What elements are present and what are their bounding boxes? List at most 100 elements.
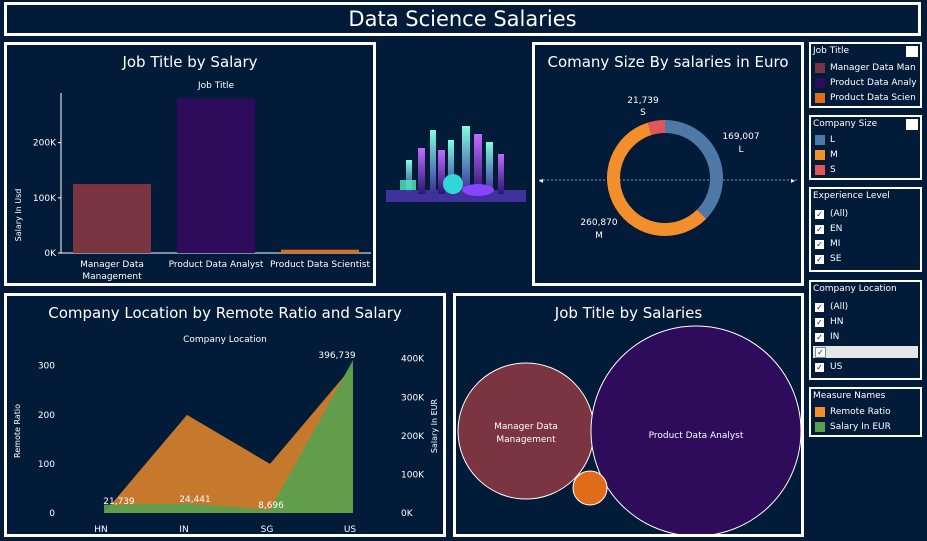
bar-chart: Job Title Salary In Usd 200K 100K 0K Manag… <box>14 81 371 282</box>
legend-swatch <box>815 135 825 145</box>
filter-option[interactable]: ✓ EN <box>815 223 842 235</box>
legend-item[interactable]: Product Data Scien <box>815 92 916 104</box>
legend-menu-button[interactable] <box>906 119 918 130</box>
right-tick-label: 0K <box>401 509 414 519</box>
filter-option[interactable]: ✓ US <box>815 361 842 373</box>
reference-line-right-cap: ▸ <box>791 176 795 185</box>
reference-line-left-cap: ◂ <box>539 176 543 185</box>
checkbox-icon[interactable]: ✓ <box>815 239 824 249</box>
legend-swatch <box>815 78 825 88</box>
x-tick-label: IN <box>179 525 188 534</box>
left-tick-label: 0 <box>49 509 55 519</box>
bar-0 <box>73 184 151 253</box>
slice-L <box>665 120 723 219</box>
legend-item[interactable]: Remote Ratio <box>815 406 891 418</box>
legend-label: Product Data Scien <box>830 93 916 103</box>
right-tick-label: 100K <box>401 470 425 480</box>
y-tick-label: 200K <box>33 139 57 149</box>
checkbox-icon[interactable]: ✓ <box>815 254 824 264</box>
legend-item[interactable]: Manager Data Man <box>815 62 916 74</box>
area-salary <box>104 359 353 513</box>
filter-option[interactable]: ✓ IN <box>815 331 839 343</box>
right-tick-label: 300K <box>401 393 425 403</box>
left-tick-label: 100 <box>38 460 55 470</box>
data-label: 396,739 <box>318 351 355 361</box>
left-y-axis-label: Remote Ratio <box>13 404 22 458</box>
filter-option[interactable]: ✓ HN <box>815 316 844 328</box>
company-size-panel: Comany Size By salaries in Euro ◂ ▸ 21,7… <box>532 42 804 286</box>
dashboard-title: Data Science Salaries <box>348 7 577 31</box>
label-m-value: 260,870 <box>580 218 617 228</box>
option-label: (All) <box>830 209 849 219</box>
panel-title: Comany Size By salaries in Euro <box>547 53 789 71</box>
bubble-product-data-scientist <box>572 470 608 506</box>
label-s-value: 21,739 <box>627 96 659 106</box>
experience-level-filter: Experience Level ✓ (All) ✓ EN ✓ MI ✓ SE <box>809 187 922 272</box>
legend-swatch <box>815 63 825 73</box>
filter-option[interactable]: ✓ (All) <box>815 301 848 313</box>
option-label: US <box>830 362 843 372</box>
company-location-panel: Company Location by Remote Ratio and Sal… <box>4 293 446 537</box>
filter-option[interactable]: ✓ SE <box>815 253 841 265</box>
left-tick-label: 300 <box>38 362 55 372</box>
option-label: HN <box>830 317 844 327</box>
legend-item[interactable]: S <box>815 164 836 176</box>
legend-label: L <box>830 135 836 145</box>
legend-swatch <box>815 165 825 175</box>
y-axis-label: Salary In Usd <box>14 189 23 242</box>
checkbox-icon[interactable]: ✓ <box>815 302 824 312</box>
option-label: IN <box>830 332 840 342</box>
job-title-legend: Job Title Manager Data Man Product Data … <box>809 42 922 108</box>
legend-label: Product Data Analy <box>830 78 917 88</box>
option-label: MI <box>830 239 841 249</box>
x-tick-label-line1: Manager Data <box>80 260 144 270</box>
legend-item[interactable]: M <box>815 149 838 161</box>
measure-names-legend: Measure Names Remote Ratio Salary In EUR <box>809 387 922 437</box>
left-tick-label: 200 <box>38 411 55 421</box>
x-tick-label: HN <box>94 525 108 534</box>
filter-header: Experience Level <box>813 191 890 201</box>
checkbox-icon[interactable]: ✓ <box>815 332 824 342</box>
checkbox-icon[interactable]: ✓ <box>815 346 826 358</box>
legend-item[interactable]: Salary In EUR <box>815 421 891 433</box>
legend-menu-button[interactable] <box>906 46 918 57</box>
legend-label: Remote Ratio <box>830 407 891 417</box>
company-location-filter: Company Location ✓ (All) ✓ HN ✓ IN ✓ SG ✓ US <box>809 280 922 380</box>
panel-title: Company Location by Remote Ratio and Sal… <box>48 304 402 322</box>
legend-header: Job Title <box>813 46 850 56</box>
right-tick-label: 200K <box>401 432 425 442</box>
y-tick-label: 100K <box>33 194 57 204</box>
legend-swatch <box>815 150 825 160</box>
bubble-label-analyst: Product Data Analyst <box>649 431 744 441</box>
filter-option-hovered[interactable]: ✓ SG <box>813 346 918 358</box>
legend-label: Manager Data Man <box>830 63 916 73</box>
job-title-salary-panel: Job Title by Salary Job Title Salary In … <box>4 42 376 286</box>
right-tick-label: 400K <box>401 355 425 365</box>
checkbox-icon[interactable]: ✓ <box>815 209 824 219</box>
checkbox-icon[interactable]: ✓ <box>815 362 824 372</box>
label-s-name: S <box>640 108 646 118</box>
bubble-chart: Manager Data Management Product Data Ana… <box>457 325 801 534</box>
checkbox-icon[interactable]: ✓ <box>815 224 824 234</box>
checkbox-icon[interactable]: ✓ <box>815 317 824 327</box>
legend-swatch <box>815 407 825 417</box>
option-label: SE <box>830 254 842 264</box>
legend-item[interactable]: Product Data Analy <box>815 77 917 89</box>
dashboard-title-bar: Data Science Salaries <box>4 2 921 36</box>
legend-label: M <box>830 150 838 160</box>
legend-item[interactable]: L <box>815 134 835 146</box>
col-header: Company Location <box>183 335 267 345</box>
filter-option[interactable]: ✓ MI <box>815 238 840 250</box>
bar-2 <box>281 249 359 253</box>
x-tick-label: SG <box>261 525 274 534</box>
filter-option[interactable]: ✓ (All) <box>815 208 848 220</box>
col-header: Job Title <box>197 81 234 91</box>
x-tick-label-line2: Management <box>82 272 142 282</box>
legend-label: Salary In EUR <box>830 422 891 432</box>
data-label: 21,739 <box>103 497 135 507</box>
option-label: SG <box>832 347 845 357</box>
x-tick-label: US <box>344 525 357 534</box>
panel-title: Job Title by Salary <box>122 53 258 71</box>
bubble-product-data-analyst <box>590 325 801 534</box>
right-y-axis-label: Salary In EUR <box>430 399 439 454</box>
